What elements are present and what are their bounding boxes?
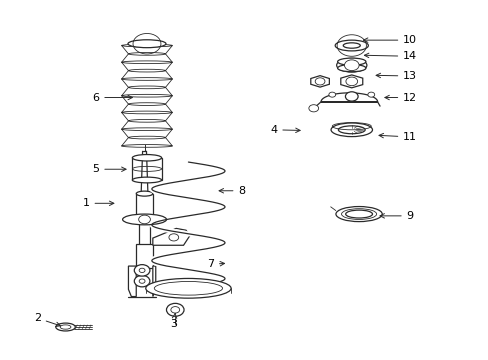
- Circle shape: [344, 60, 358, 71]
- Circle shape: [308, 105, 318, 112]
- Circle shape: [328, 92, 335, 97]
- Ellipse shape: [330, 123, 372, 136]
- Ellipse shape: [335, 207, 382, 222]
- Circle shape: [315, 78, 325, 85]
- Text: 10: 10: [363, 35, 416, 45]
- Ellipse shape: [343, 43, 360, 48]
- Polygon shape: [128, 266, 136, 297]
- Polygon shape: [139, 219, 150, 244]
- Ellipse shape: [136, 191, 153, 196]
- Ellipse shape: [122, 214, 166, 225]
- Ellipse shape: [334, 40, 367, 51]
- Circle shape: [367, 92, 374, 97]
- Text: 7: 7: [206, 259, 224, 269]
- Ellipse shape: [345, 210, 372, 218]
- Circle shape: [166, 303, 183, 316]
- Text: 9: 9: [379, 211, 413, 221]
- Circle shape: [345, 92, 357, 101]
- Text: 6: 6: [92, 93, 132, 103]
- Text: 4: 4: [270, 125, 300, 135]
- Text: 8: 8: [219, 186, 245, 196]
- Ellipse shape: [132, 177, 161, 183]
- Ellipse shape: [145, 278, 231, 298]
- Polygon shape: [136, 194, 153, 220]
- Text: 2: 2: [34, 313, 61, 327]
- Circle shape: [134, 265, 150, 276]
- Polygon shape: [136, 244, 153, 268]
- Circle shape: [345, 77, 357, 86]
- Polygon shape: [321, 93, 377, 102]
- Text: 13: 13: [375, 71, 416, 81]
- Text: 5: 5: [92, 164, 126, 174]
- Text: 3: 3: [170, 314, 177, 329]
- Polygon shape: [340, 75, 362, 88]
- Circle shape: [134, 275, 150, 287]
- Circle shape: [139, 215, 150, 224]
- Circle shape: [168, 234, 178, 241]
- Ellipse shape: [337, 64, 365, 72]
- Ellipse shape: [337, 58, 365, 65]
- Polygon shape: [153, 228, 189, 245]
- Polygon shape: [310, 76, 329, 87]
- Ellipse shape: [136, 217, 153, 222]
- Polygon shape: [153, 266, 156, 297]
- Text: 1: 1: [82, 198, 114, 208]
- Ellipse shape: [132, 154, 161, 161]
- Ellipse shape: [338, 126, 365, 134]
- Text: 14: 14: [364, 51, 416, 61]
- Ellipse shape: [336, 58, 366, 72]
- Text: 11: 11: [378, 132, 416, 142]
- Ellipse shape: [128, 40, 165, 48]
- Polygon shape: [132, 158, 161, 180]
- Text: 12: 12: [384, 93, 416, 103]
- Ellipse shape: [56, 323, 75, 331]
